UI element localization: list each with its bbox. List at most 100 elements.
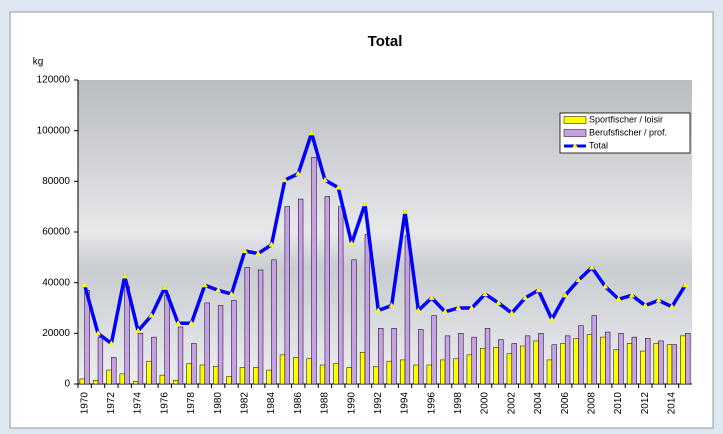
x-tick-label: 1986 (293, 392, 304, 415)
bar (106, 369, 112, 385)
bar (671, 344, 678, 385)
bar (378, 328, 384, 385)
x-tick-label: 2014 (667, 392, 678, 415)
bar (217, 305, 224, 385)
bar (359, 352, 366, 385)
bar (640, 350, 646, 385)
x-tick-label: 1978 (186, 392, 197, 415)
bar (564, 335, 571, 385)
legend-label: Total (589, 140, 608, 150)
line-marker (308, 130, 315, 136)
bar (239, 367, 246, 385)
bar (311, 157, 317, 385)
bar (466, 354, 473, 385)
line-marker (628, 292, 635, 298)
x-tick-label: 1972 (106, 392, 117, 415)
bar (586, 334, 593, 385)
bar (480, 348, 486, 385)
bar (431, 315, 437, 385)
bar (591, 315, 597, 385)
line-marker (655, 297, 662, 303)
bar (199, 364, 206, 385)
line-marker (188, 320, 195, 326)
bar (471, 336, 477, 385)
bar (444, 335, 451, 385)
bar (293, 357, 299, 385)
x-tick-label: 1984 (266, 392, 277, 415)
bar (666, 344, 673, 385)
line-marker (415, 307, 422, 313)
line-marker (108, 340, 115, 346)
x-tick-label: 1992 (373, 392, 384, 415)
line-marker (148, 312, 155, 318)
x-tick-label: 1994 (400, 392, 411, 415)
x-tick-label: 2006 (560, 392, 571, 415)
line-marker (121, 273, 128, 279)
line-marker (175, 320, 182, 326)
bar (159, 374, 166, 385)
bar (173, 379, 179, 385)
line-marker (95, 330, 102, 336)
line-marker (602, 283, 609, 289)
line-marker (241, 248, 248, 253)
line-marker (575, 277, 582, 283)
bar (373, 366, 379, 385)
bar (560, 343, 566, 385)
line-marker (375, 307, 382, 313)
y-tick-label: 80000 (42, 176, 70, 187)
bar (297, 198, 304, 385)
bar (364, 234, 371, 385)
line-marker (361, 201, 368, 207)
line-marker (321, 177, 328, 183)
bar (604, 331, 611, 385)
bar (191, 343, 197, 385)
bar (324, 196, 330, 385)
legend-label: Berufsfischer / prof. (589, 127, 667, 137)
bar (413, 364, 419, 385)
bar (231, 300, 237, 385)
x-tick-label: 1970 (79, 392, 90, 415)
x-tick-label: 2008 (587, 392, 598, 415)
x-tick-label: 1996 (426, 392, 437, 415)
bar (484, 328, 491, 385)
x-tick-label: 1988 (320, 392, 331, 415)
y-tick-label: 20000 (42, 328, 70, 339)
bar (498, 339, 504, 385)
line-marker (281, 177, 288, 183)
bar (338, 206, 344, 385)
bar (177, 326, 184, 385)
line-marker (468, 305, 475, 310)
bar (386, 360, 392, 385)
chart-title: Total (368, 33, 403, 50)
bar (351, 259, 357, 385)
x-tick-label: 2010 (613, 392, 624, 415)
bar (573, 338, 579, 385)
line-marker (482, 291, 489, 297)
bar (333, 363, 339, 385)
bar (306, 358, 312, 385)
line-marker (81, 282, 88, 288)
bar (119, 373, 125, 385)
x-tick-label: 1982 (239, 392, 250, 415)
line-marker (562, 292, 569, 298)
line-marker (135, 327, 142, 333)
bar (426, 364, 432, 385)
y-tick-label: 0 (64, 379, 70, 390)
line-marker (335, 184, 342, 190)
bar (151, 336, 157, 385)
line-marker (442, 308, 449, 314)
bar (284, 206, 290, 385)
x-tick-label: 1990 (346, 392, 357, 415)
line-marker (388, 302, 395, 308)
bar (319, 364, 326, 385)
bar (506, 353, 513, 385)
line-marker (668, 303, 675, 309)
line-marker (682, 282, 689, 288)
line-marker (228, 291, 235, 297)
bar (79, 378, 85, 385)
y-tick-label: 60000 (42, 227, 70, 238)
bar (538, 333, 544, 385)
bar (520, 345, 526, 385)
